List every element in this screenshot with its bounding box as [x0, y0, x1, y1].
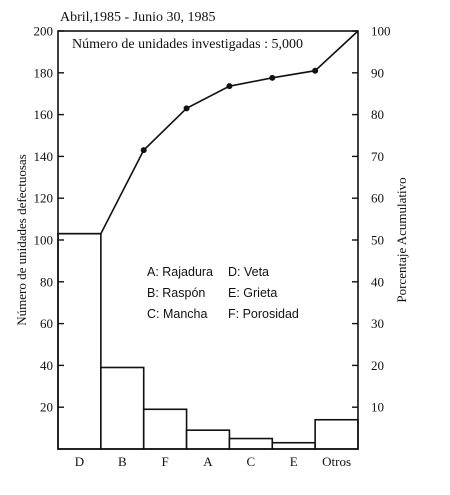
left-tick-label: 160 [34, 107, 54, 122]
legend-item: E: Grieta [228, 286, 277, 300]
right-tick-label: 40 [371, 274, 384, 289]
bar-a [185, 429, 231, 450]
right-axis: 10 20 30 40 50 60 70 80 90 100 [352, 24, 391, 415]
category-label: E [290, 454, 298, 469]
category-label: Otros [322, 454, 351, 469]
left-axis: 20 40 60 80 100 120 140 160 180 200 [34, 24, 64, 415]
y-axis-title: Número de unidades defectuosas [14, 154, 29, 325]
legend-item: D: Veta [228, 265, 269, 279]
cumulative-point [140, 147, 147, 154]
legend-item: A: Rajadura [147, 265, 213, 279]
bar-b [100, 366, 145, 450]
cumulative-point [226, 83, 233, 90]
right-tick-label: 80 [371, 107, 384, 122]
legend-item: C: Mancha [147, 307, 207, 321]
left-tick-label: 200 [34, 24, 54, 39]
right-tick-label: 10 [371, 400, 384, 415]
date-range-header: Abril,1985 - Junio 30, 1985 [60, 10, 216, 25]
right-tick-label: 30 [371, 316, 384, 331]
legend: A: Rajadura D: Veta B: Raspón E: Grieta C: M… [147, 265, 299, 321]
left-tick-label: 180 [34, 65, 54, 80]
left-tick-label: 120 [34, 191, 54, 206]
category-label: A [203, 454, 213, 469]
legend-item: B: Raspón [147, 286, 205, 300]
cumulative-point [183, 105, 190, 112]
bar-c [228, 437, 274, 450]
bar-f [142, 408, 188, 450]
category-label: D [75, 454, 84, 469]
right-tick-label: 60 [371, 191, 384, 206]
right-tick-label: 50 [371, 233, 384, 248]
sample-size-annotation: Número de unidades investigadas : 5,000 [72, 37, 303, 52]
left-tick-label: 100 [34, 233, 54, 248]
left-tick-label: 140 [34, 149, 54, 164]
bar-d [57, 232, 102, 450]
category-axis: D B F A C E Otros [75, 454, 351, 469]
bar-otros [314, 418, 359, 450]
category-label: C [247, 454, 256, 469]
cumulative-line-group [58, 30, 359, 235]
category-label: B [118, 454, 127, 469]
bar-e [271, 441, 316, 450]
y2-axis-title: Porcentaje Acumulativo [394, 177, 409, 302]
right-tick-label: 90 [371, 65, 384, 80]
right-tick-label: 70 [371, 149, 384, 164]
cumulative-point [269, 74, 276, 81]
category-label: F [162, 454, 169, 469]
left-tick-label: 20 [40, 400, 53, 415]
left-tick-label: 40 [40, 358, 53, 373]
legend-item: F: Porosidad [228, 307, 299, 321]
right-tick-label: 20 [371, 358, 384, 373]
right-tick-label: 100 [371, 24, 391, 39]
cumulative-line [58, 30, 359, 235]
cumulative-point [312, 67, 319, 74]
left-tick-label: 80 [40, 274, 53, 289]
left-tick-label: 60 [40, 316, 53, 331]
